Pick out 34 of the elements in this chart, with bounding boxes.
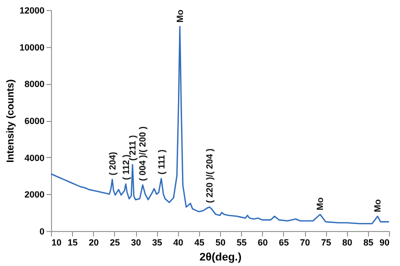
- annotation: ( 111 ): [156, 149, 166, 175]
- x-tick-label: 40: [173, 238, 184, 248]
- x-tick-label: 30: [130, 238, 142, 248]
- x-axis-title: 2θ(deg.): [199, 252, 242, 264]
- x-tick-label: 25: [110, 238, 120, 248]
- line-series: [50, 26, 390, 224]
- x-tick-label: 75: [321, 238, 332, 248]
- x-tick-label: 20: [88, 238, 99, 248]
- y-tick-label: 4000: [24, 152, 44, 163]
- y-tick-label: 8000: [24, 79, 44, 90]
- x-tick-label: 50: [215, 238, 226, 248]
- x-tick-label: 60: [258, 238, 268, 248]
- x-tick-label: 45: [194, 238, 204, 248]
- annotation: Mo: [174, 9, 185, 23]
- x-tick-label: 35: [152, 238, 162, 248]
- y-tick-label: 6000: [24, 116, 44, 126]
- y-tick-label: 12000: [19, 6, 44, 16]
- x-tick-label: 65: [278, 238, 289, 248]
- x-tick-label: 80: [342, 238, 352, 248]
- x-tick-label: 10: [52, 238, 62, 248]
- x-tick-label: 55: [236, 238, 247, 248]
- annotation: ( 204): [107, 152, 118, 176]
- annotation: Mo: [315, 196, 326, 210]
- x-tick-label: 90: [379, 238, 390, 248]
- annotation: ( 220 )/( 204 ): [204, 148, 214, 204]
- x-tick-label: 70: [300, 238, 310, 248]
- annotation: ( 004 )/( 200 ): [138, 126, 148, 181]
- y-tick-label: 0: [39, 226, 44, 236]
- x-tick-label: 15: [68, 238, 78, 248]
- y-axis-title: Intensity (counts): [5, 79, 16, 163]
- x-tick-label: 85: [363, 238, 374, 248]
- y-tick-label: 2000: [24, 190, 44, 200]
- y-tick-label: 10000: [19, 42, 44, 52]
- annotation: Mo: [372, 198, 383, 212]
